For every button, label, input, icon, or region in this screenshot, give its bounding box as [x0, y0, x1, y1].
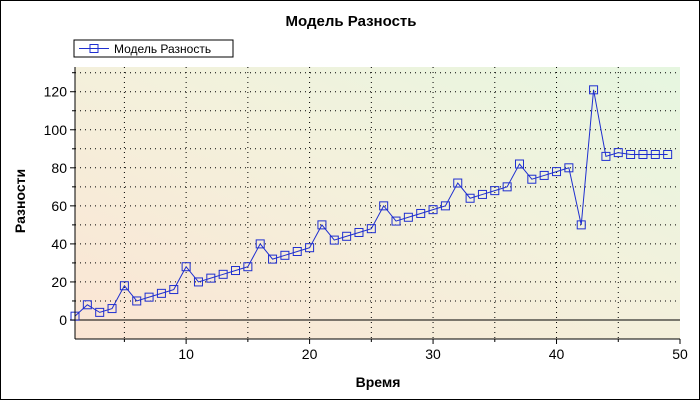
y-tick-label: 120 [44, 84, 68, 100]
x-axis-title: Время [356, 374, 401, 390]
data-point [391, 216, 401, 226]
data-point [95, 307, 105, 317]
data-point [490, 186, 500, 196]
data-point [613, 148, 623, 158]
x-tick-label: 30 [425, 346, 441, 362]
data-point [539, 170, 549, 180]
data-point [428, 205, 438, 215]
data-point [453, 178, 463, 188]
x-tick-label: 50 [672, 346, 688, 362]
data-point [366, 224, 376, 234]
data-point [663, 149, 673, 159]
x-tick-label: 10 [178, 346, 194, 362]
series-line [74, 89, 668, 317]
data-point [576, 220, 586, 230]
y-tick-label: 100 [44, 122, 68, 138]
data-point [342, 231, 352, 241]
data-point [403, 212, 413, 222]
data-point [119, 281, 129, 291]
tick-group: 10 20 30 40 50 0 20 40 60 80 100 120 [44, 72, 688, 362]
x-tick-label: 20 [302, 346, 318, 362]
data-point [181, 262, 191, 272]
data-point [317, 220, 327, 230]
data-point [305, 243, 315, 253]
y-tick-label: 20 [51, 274, 67, 290]
data-point [552, 167, 562, 177]
data-point [169, 285, 179, 295]
plot-area [75, 67, 680, 339]
legend: Модель Разность [73, 39, 234, 58]
data-point [527, 174, 537, 184]
data-point [280, 250, 290, 260]
data-point [650, 149, 660, 159]
y-tick-label: 0 [59, 312, 67, 328]
data-point [601, 151, 611, 161]
data-point [206, 273, 216, 283]
data-point [231, 266, 241, 276]
y-axis-title: Разности [12, 169, 28, 233]
y-tick-label: 40 [51, 236, 67, 252]
data-point [255, 239, 265, 249]
data-point [243, 262, 253, 272]
data-point [465, 193, 475, 203]
data-point [477, 189, 487, 199]
y-tick-label: 60 [51, 198, 67, 214]
data-point [144, 292, 154, 302]
data-point [132, 296, 142, 306]
legend-box [73, 39, 234, 58]
data-point [156, 288, 166, 298]
data-point [193, 277, 203, 287]
data-point [218, 269, 228, 279]
y-tick-label: 80 [51, 160, 67, 176]
chart-title: Модель Разность [286, 13, 417, 30]
data-point [268, 254, 278, 264]
data-point [589, 85, 599, 95]
data-point [514, 159, 524, 169]
data-point [502, 182, 512, 192]
legend-label: Модель Разность [114, 42, 211, 56]
data-point [379, 201, 389, 211]
data-point [82, 300, 92, 310]
data-point [440, 201, 450, 211]
data-point [626, 149, 636, 159]
data-point [354, 227, 364, 237]
data-point [329, 235, 339, 245]
data-point [416, 208, 426, 218]
data-point [638, 149, 648, 159]
data-point [564, 163, 574, 173]
data-point [107, 304, 117, 314]
x-tick-label: 40 [549, 346, 565, 362]
data-point [292, 247, 302, 257]
legend-marker-icon [89, 44, 99, 53]
